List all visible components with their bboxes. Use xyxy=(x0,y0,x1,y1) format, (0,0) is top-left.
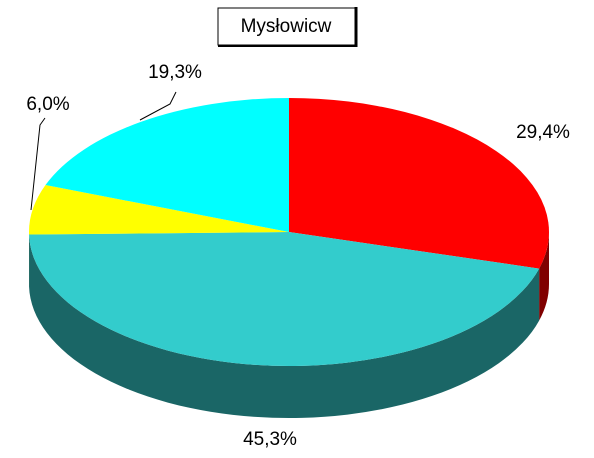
slice xyxy=(45,98,290,232)
slice xyxy=(289,98,549,269)
chart-title: Mysłowicw xyxy=(241,16,332,37)
title-box xyxy=(217,7,357,46)
slice xyxy=(28,185,289,235)
data-label: 45,3% xyxy=(243,429,297,450)
data-label: 29,4% xyxy=(516,122,570,143)
leader-line xyxy=(139,91,177,121)
slice xyxy=(29,232,540,366)
data-label: 19,3% xyxy=(148,62,202,83)
slice-side xyxy=(29,234,540,419)
leader-line xyxy=(30,117,46,211)
data-label: 6,0% xyxy=(26,94,69,115)
slice-side xyxy=(539,232,549,321)
